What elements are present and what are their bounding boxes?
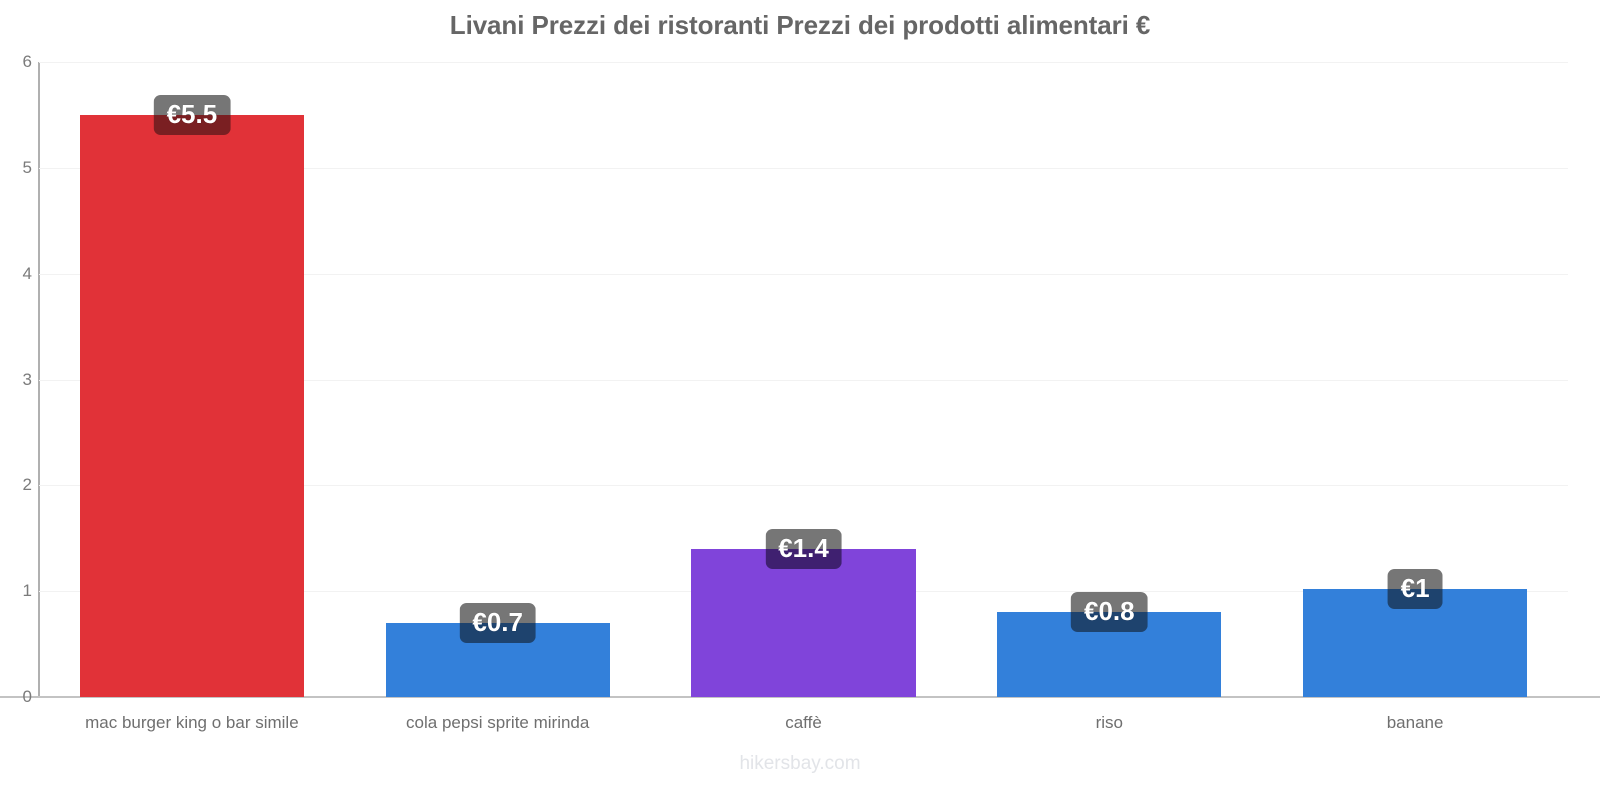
y-axis-tick-label: 3 — [22, 369, 32, 389]
gridline — [39, 485, 1568, 487]
x-axis-tick-label: mac burger king o bar simile — [85, 713, 299, 732]
bar[interactable] — [691, 548, 916, 697]
x-axis-tick-label: caffè — [785, 713, 822, 732]
y-axis-tick-label: 6 — [22, 52, 32, 71]
value-label-lower-fill — [459, 622, 536, 643]
bar-value-label: €0.8 — [1070, 592, 1148, 633]
bars-group — [39, 62, 1568, 697]
value-label-upper-fill — [1387, 569, 1443, 590]
value-label-lower-fill — [1070, 612, 1148, 633]
y-axis-tick-label: 1 — [22, 581, 32, 601]
value-label-upper-fill — [153, 94, 231, 115]
gridline — [39, 379, 1568, 381]
gridline — [39, 62, 1568, 63]
value-label-upper-fill — [1070, 592, 1148, 613]
x-axis-tick-label: banane — [1386, 713, 1444, 732]
bar-value-label: €5.5 — [153, 94, 231, 135]
footer-watermark: hikersbay.com — [739, 753, 861, 774]
gridline — [39, 167, 1568, 169]
y-axis-tick-label: 2 — [22, 475, 32, 495]
value-label-text: €5.5 — [166, 98, 218, 129]
y-axis-tick-label: 4 — [22, 263, 32, 283]
x-axis-tick-label: cola pepsi sprite mirinda — [406, 713, 590, 732]
bar-value-label: €1 — [1387, 569, 1443, 610]
x-axis-tick-label: riso — [1095, 713, 1123, 732]
bar-value-label: €1.4 — [765, 528, 842, 569]
y-axis-tick-label: 5 — [22, 157, 32, 177]
x-axis-line — [0, 696, 1600, 698]
bar[interactable] — [79, 114, 304, 697]
value-label-upper-fill — [765, 528, 842, 549]
value-label-lower-fill — [765, 548, 842, 569]
bar-value-label: €0.7 — [459, 602, 536, 643]
value-label-text: €0.7 — [472, 606, 523, 637]
value-label-lower-fill — [1387, 589, 1443, 610]
chart-title: Livani Prezzi dei ristoranti Prezzi dei … — [449, 10, 1151, 40]
gridline — [39, 273, 1568, 275]
value-label-upper-fill — [459, 602, 536, 623]
value-label-text: €1.4 — [778, 532, 829, 563]
value-label-lower-fill — [153, 114, 231, 135]
value-label-text: €0.8 — [1083, 596, 1135, 627]
value-label-text: €1 — [1400, 573, 1430, 604]
